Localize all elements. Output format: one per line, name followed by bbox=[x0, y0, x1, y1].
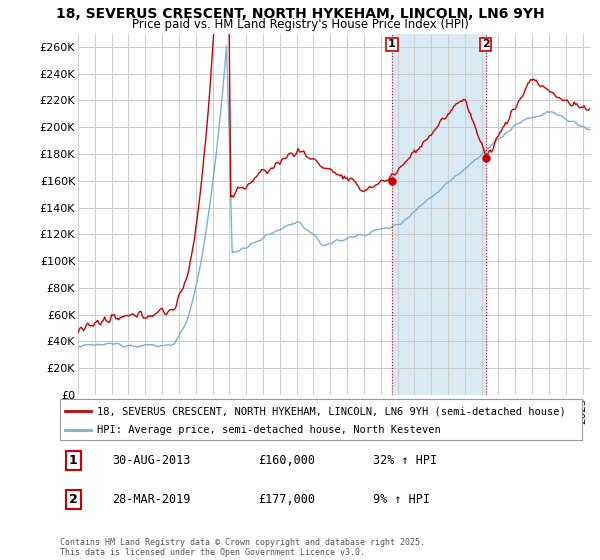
Text: 18, SEVERUS CRESCENT, NORTH HYKEHAM, LINCOLN, LN6 9YH (semi-detached house): 18, SEVERUS CRESCENT, NORTH HYKEHAM, LIN… bbox=[97, 407, 565, 417]
Text: £177,000: £177,000 bbox=[259, 493, 316, 506]
Text: 32% ↑ HPI: 32% ↑ HPI bbox=[373, 454, 437, 467]
Text: 30-AUG-2013: 30-AUG-2013 bbox=[112, 454, 191, 467]
Text: Contains HM Land Registry data © Crown copyright and database right 2025.
This d: Contains HM Land Registry data © Crown c… bbox=[60, 538, 425, 557]
Text: 1: 1 bbox=[388, 39, 396, 49]
Text: £160,000: £160,000 bbox=[259, 454, 316, 467]
Bar bbox=[392, 34, 486, 395]
Text: 2: 2 bbox=[482, 39, 490, 49]
Text: 28-MAR-2019: 28-MAR-2019 bbox=[112, 493, 191, 506]
Text: 18, SEVERUS CRESCENT, NORTH HYKEHAM, LINCOLN, LN6 9YH: 18, SEVERUS CRESCENT, NORTH HYKEHAM, LIN… bbox=[56, 7, 544, 21]
Text: HPI: Average price, semi-detached house, North Kesteven: HPI: Average price, semi-detached house,… bbox=[97, 425, 440, 435]
Text: 1: 1 bbox=[68, 454, 77, 467]
Text: 2: 2 bbox=[68, 493, 77, 506]
Text: 9% ↑ HPI: 9% ↑ HPI bbox=[373, 493, 430, 506]
Text: Price paid vs. HM Land Registry's House Price Index (HPI): Price paid vs. HM Land Registry's House … bbox=[131, 18, 469, 31]
